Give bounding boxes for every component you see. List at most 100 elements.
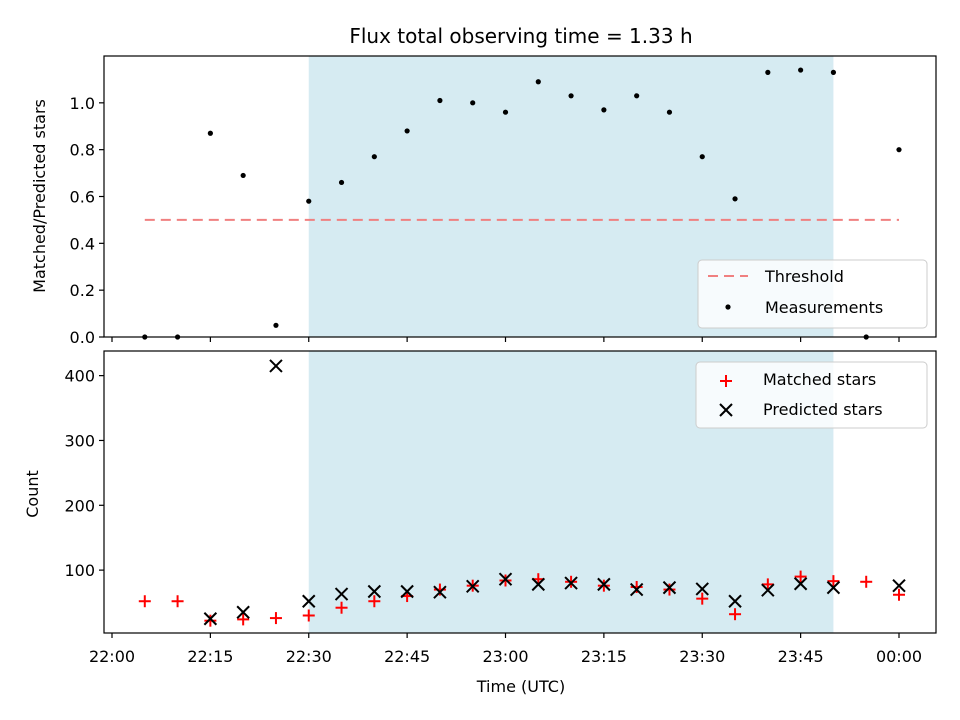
predicted-star-point — [597, 577, 611, 592]
measurement-point — [404, 128, 410, 134]
bottom-legend-box — [695, 361, 928, 429]
bottom-panel: 100 200 300 400 22:00 22:15 22:30 22:45 23:00 23… — [23, 350, 937, 696]
predicted-star-b — [826, 580, 841, 595]
measurement-point — [568, 93, 574, 99]
measurement-point — [273, 322, 279, 328]
predicted-star-point — [564, 576, 578, 590]
predicted-star-b — [728, 594, 742, 608]
y-tick-label: 0.2 — [70, 281, 95, 300]
predicted-star-point — [498, 572, 513, 586]
predicted-star-b — [892, 578, 906, 593]
matched-star-point — [696, 592, 709, 605]
x-tick-label: 22:45 — [384, 647, 430, 666]
bottom-x-ticks: 22:00 22:15 22:30 22:45 23:00 23:15 23:30 23:45… — [89, 633, 922, 666]
predicted-star-point — [334, 587, 349, 601]
measurement-point — [601, 107, 607, 113]
top-y-ticks: 0.0 0.2 0.4 0.6 0.8 1.0 — [70, 94, 104, 347]
predicted-star-b — [302, 594, 316, 608]
top-axes-frame — [103, 55, 937, 338]
measurement-point — [732, 196, 738, 202]
measurement-point — [338, 179, 345, 186]
predicted-star-point — [761, 583, 775, 597]
matched-star-point — [171, 595, 184, 608]
predicted-star-point — [203, 612, 218, 626]
x-tick-label: 23:15 — [581, 647, 627, 666]
bottom-y-axis-label: Count — [23, 470, 42, 518]
x-tick-label: 22:30 — [286, 647, 332, 666]
predicted-star-point — [236, 605, 250, 619]
legend-matched-swatch — [720, 375, 732, 387]
matched-star-point — [663, 583, 676, 596]
measurement-point — [798, 67, 804, 73]
x-tick-label: 22:15 — [187, 647, 233, 666]
measurement-point — [502, 109, 509, 115]
matched-star-point — [794, 570, 807, 583]
measurement-point — [634, 93, 640, 99]
top-legend: Threshold Measurements — [697, 259, 928, 329]
measurement-point — [535, 79, 541, 85]
predicted-star-point — [793, 577, 808, 591]
measurement-point — [699, 154, 705, 160]
predicted-star-b — [400, 584, 414, 599]
top-x-ticks — [111, 337, 900, 342]
matched-star-point — [302, 609, 315, 622]
predicted-star-b — [236, 605, 250, 619]
predicted-star-b — [466, 579, 480, 594]
bottom-axes-frame — [103, 350, 937, 634]
y-tick-label: 300 — [64, 431, 95, 450]
measurement-point — [666, 109, 673, 115]
predicted-star-point — [367, 584, 382, 599]
matched-star-point — [237, 613, 250, 626]
predicted-star-b — [793, 577, 808, 591]
matched-star-point — [893, 588, 905, 601]
matched-star-point — [761, 578, 774, 591]
measurement-point — [207, 130, 213, 136]
matched-star-point — [368, 595, 381, 608]
predicted-star-point — [466, 579, 480, 594]
predicted-star-b — [531, 577, 545, 592]
legend-threshold-label: Threshold — [764, 267, 844, 286]
bottom-y-ticks: 100 200 300 400 — [64, 367, 104, 580]
predicted-star-point — [433, 585, 447, 599]
matched-star-point — [269, 612, 282, 625]
predicted-star-point — [629, 582, 644, 597]
y-tick-label: 1.0 — [70, 94, 95, 113]
y-tick-label: 0.8 — [70, 141, 95, 160]
x-tick-label: 23:45 — [778, 647, 824, 666]
predicted-star-b — [334, 587, 349, 601]
x-tick-label: 22:00 — [89, 647, 135, 666]
top-y-axis-label: Matched/Predicted stars — [30, 99, 49, 293]
predicted-star-point — [400, 584, 414, 599]
legend-matched-label: Matched stars — [763, 370, 876, 389]
measurement-point — [765, 69, 771, 75]
predicted-star-b — [597, 577, 611, 592]
predicted-star-b — [498, 572, 513, 586]
predicted-star-b — [761, 583, 775, 597]
measurement-point — [306, 198, 312, 204]
matched-star-point — [860, 575, 873, 588]
bottom-marks — [138, 359, 906, 627]
predicted-star-b — [662, 580, 677, 595]
predicted-star-point — [728, 594, 742, 608]
measurement-point — [896, 147, 902, 153]
bottom-legend: Matched stars Predicted stars — [695, 361, 928, 429]
predicted-star-b — [564, 576, 578, 590]
measurement-point — [240, 172, 246, 179]
predicted-star-b — [367, 584, 382, 599]
matched-star-point — [204, 614, 217, 627]
measurement-point — [437, 97, 443, 104]
legend-measurements-swatch — [725, 304, 731, 310]
y-tick-label: 0.0 — [70, 328, 95, 347]
predicted-star-b — [203, 612, 218, 626]
predicted-star-point — [662, 580, 677, 595]
y-tick-label: 400 — [64, 367, 95, 386]
y-tick-label: 0.4 — [70, 234, 95, 253]
top-title: Flux total observing time = 1.33 h — [349, 24, 692, 48]
measurement-point — [470, 100, 476, 106]
predicted-star-point — [695, 582, 709, 596]
top-marks — [142, 67, 902, 340]
matched-star-point — [138, 595, 151, 608]
top-legend-box — [697, 259, 928, 329]
measurement-point — [830, 69, 837, 75]
